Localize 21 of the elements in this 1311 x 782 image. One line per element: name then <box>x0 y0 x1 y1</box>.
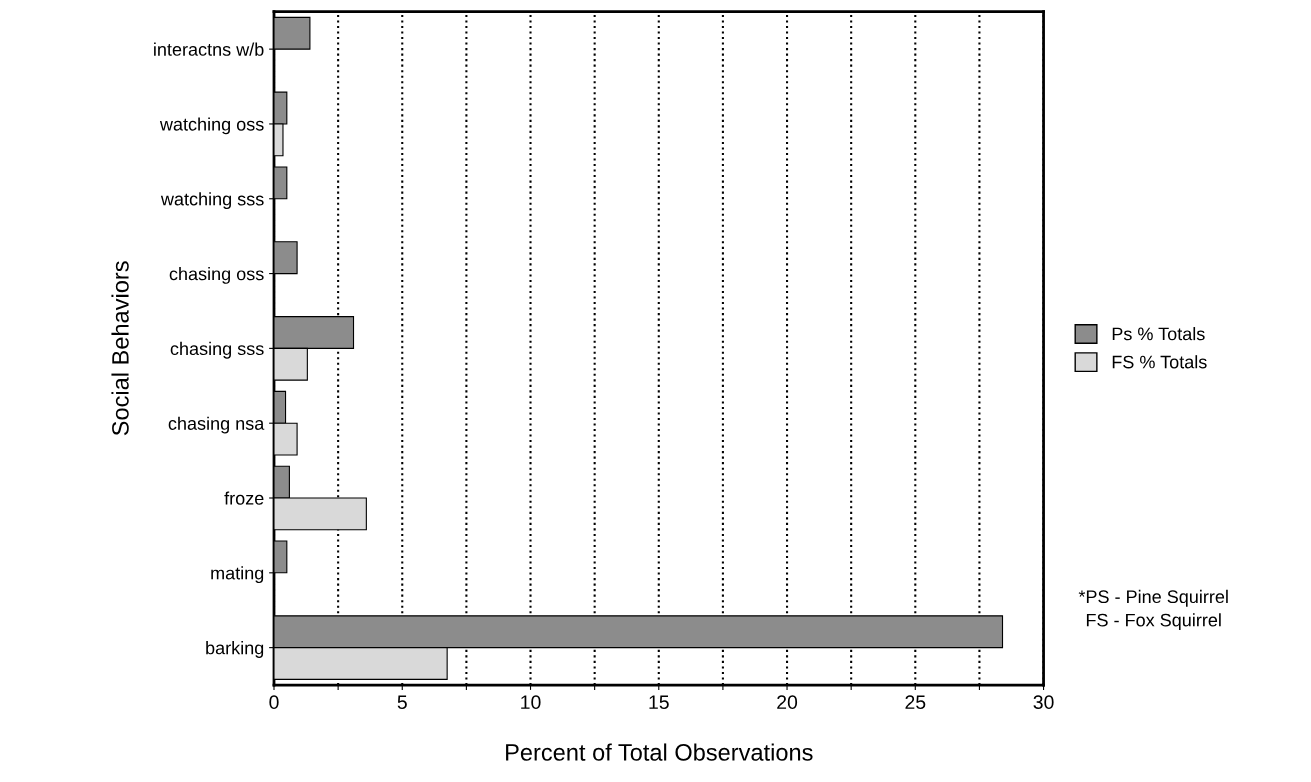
legend-label: FS % Totals <box>1112 355 1207 369</box>
y-tick-label: interactns w/b <box>154 42 264 56</box>
y-tick-label: chasing nsa <box>168 416 265 434</box>
text: *PS - Pine Squirrel FS - Fox Squirrel <box>1078 589 1228 631</box>
x-tick-label: 25 <box>905 695 926 710</box>
y-axis-title: Social Behaviors <box>111 261 129 436</box>
legend-label: Ps % Totals <box>1112 327 1205 341</box>
y-tick-label: barking <box>206 641 264 658</box>
y-tick-label: watching oss <box>159 117 264 135</box>
x-tick-label: 0 <box>269 695 279 710</box>
x-tick-label: 10 <box>521 695 541 710</box>
x-tick-label: 20 <box>777 695 798 710</box>
x-axis-title: Percent of Total Observations <box>506 743 813 761</box>
x-tick-label: 30 <box>1033 695 1054 710</box>
x-tick-label: 5 <box>397 695 407 710</box>
y-tick-label: chasing sss <box>170 341 264 359</box>
y-tick-label: watching sss <box>160 192 264 210</box>
y-tick-label: mating <box>211 566 264 584</box>
y-tick-label: chasing oss <box>169 267 264 284</box>
y-tick-label: froze <box>224 491 264 505</box>
x-tick-label: 15 <box>649 695 669 710</box>
